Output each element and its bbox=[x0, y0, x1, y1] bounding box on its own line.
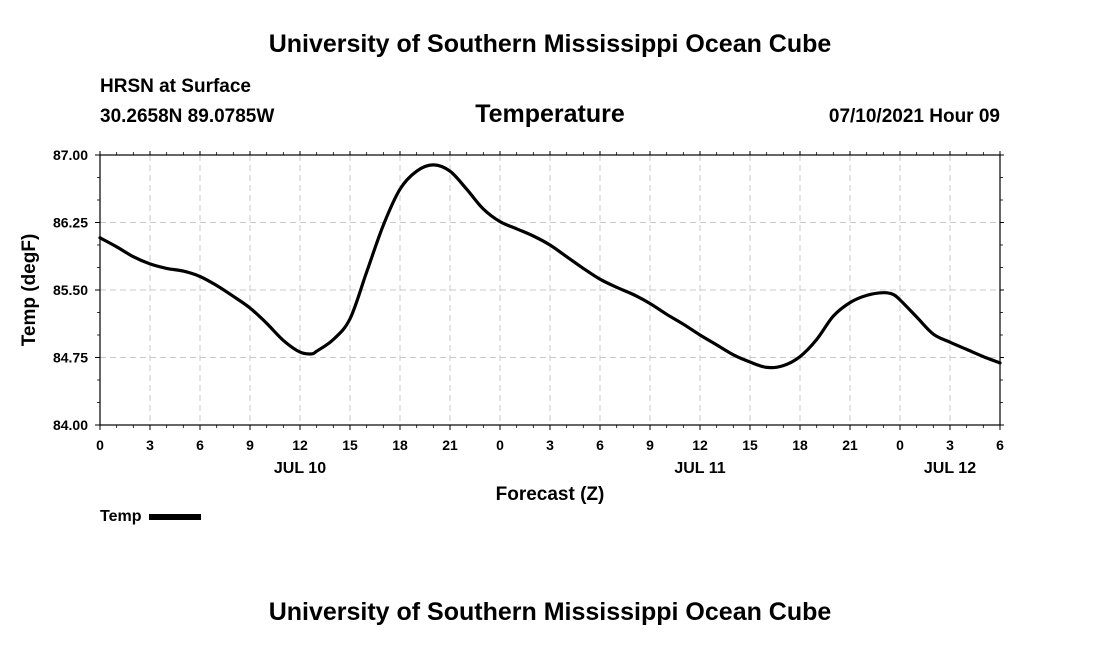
x-tick-label: 0 bbox=[96, 437, 104, 453]
legend: Temp bbox=[100, 508, 202, 526]
station-coordinates: 30.2658N 89.0785W bbox=[100, 106, 275, 127]
x-tick-label: 21 bbox=[842, 437, 858, 453]
legend-label: Temp bbox=[100, 508, 142, 525]
date-label: JUL 10 bbox=[274, 460, 326, 477]
x-tick-label: 15 bbox=[342, 437, 358, 453]
legend-line-swatch bbox=[149, 514, 202, 520]
y-tick-label: 87.00 bbox=[53, 147, 88, 163]
x-tick-label: 6 bbox=[196, 437, 204, 453]
y-tick-label: 86.25 bbox=[53, 215, 88, 231]
tick-layer: 0 3 6 9 12 15 18 21 0 3 6 9 12 15 18 21 0 3 6 84.00 84.75 85.… bbox=[53, 147, 1004, 477]
footer-title: University of Southern Mississippi Ocean… bbox=[268, 598, 832, 626]
x-tick-label: 3 bbox=[546, 437, 554, 453]
x-tick-label: 21 bbox=[442, 437, 458, 453]
x-tick-label: 0 bbox=[496, 437, 504, 453]
x-tick-label: 18 bbox=[792, 437, 808, 453]
x-tick-label: 9 bbox=[646, 437, 654, 453]
forecast-datetime: 07/10/2021 Hour 09 bbox=[828, 106, 1000, 127]
date-label: JUL 12 bbox=[924, 460, 976, 477]
y-tick-label: 84.75 bbox=[53, 350, 88, 366]
date-label: JUL 11 bbox=[674, 460, 725, 477]
y-tick-label: 84.00 bbox=[53, 417, 88, 433]
x-tick-label: 9 bbox=[246, 437, 254, 453]
station-name: HRSN at Surface bbox=[100, 76, 251, 97]
x-tick-label: 12 bbox=[292, 437, 308, 453]
y-axis-label: Temp (degF) bbox=[19, 234, 40, 347]
chart-title: Temperature bbox=[475, 100, 625, 128]
x-tick-label: 3 bbox=[146, 437, 154, 453]
x-tick-label: 6 bbox=[596, 437, 604, 453]
y-tick-label: 85.50 bbox=[53, 282, 88, 298]
x-tick-label: 18 bbox=[392, 437, 408, 453]
x-tick-label: 6 bbox=[996, 437, 1004, 453]
main-title: University of Southern Mississippi Ocean… bbox=[268, 30, 832, 58]
x-axis-label: Forecast (Z) bbox=[496, 484, 605, 505]
x-tick-label: 3 bbox=[946, 437, 954, 453]
temp-series-line bbox=[98, 163, 1002, 370]
x-tick-label: 15 bbox=[742, 437, 758, 453]
x-tick-label: 12 bbox=[692, 437, 708, 453]
x-tick-label: 0 bbox=[896, 437, 904, 453]
grid-layer bbox=[100, 155, 1000, 425]
